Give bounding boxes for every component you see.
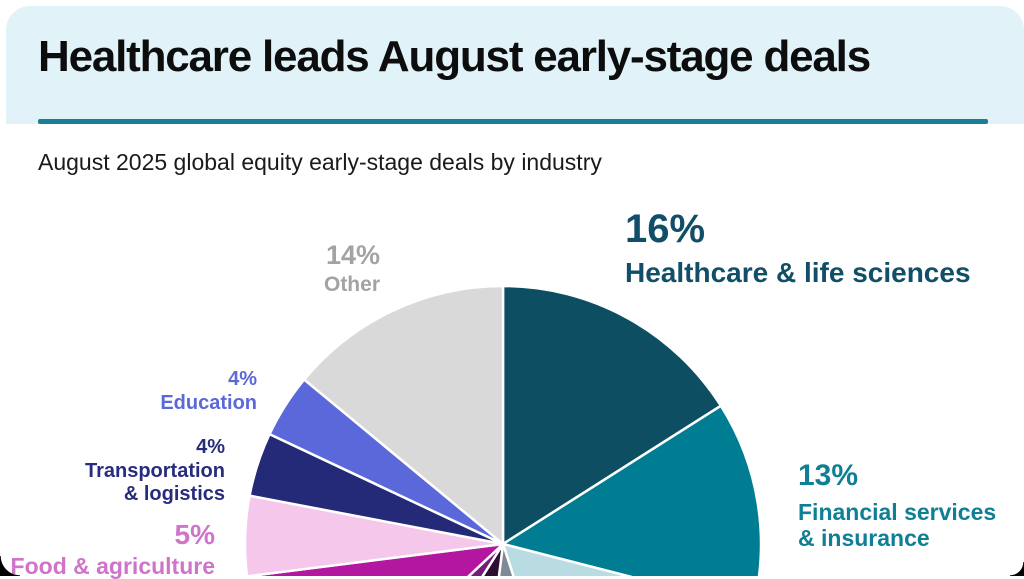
callout-percent: 14% [325,240,380,270]
pie-slice [501,542,633,576]
callout-label: Education [160,392,257,414]
callout-transportation-logistics: 4% Transportation & logistics [85,437,225,506]
callout-percent: 5% [174,519,215,550]
header-divider [38,119,988,124]
callout-percent: 13% [798,459,859,492]
callout-percent: 4% [228,368,257,390]
callout-label: Transportation & logistics [84,460,225,505]
cropped-corner-bottom-right [1010,562,1024,576]
header-band: Healthcare leads August early-stage deal… [6,6,1024,124]
callout-healthcare-life-sciences: 16% Healthcare & life sciences [625,209,971,289]
callout-label: Financial services & insurance [798,499,997,552]
pie-slice-other [302,284,505,546]
callout-financial-services-insurance: 13% Financial services & insurance [798,461,996,552]
callout-percent: 4% [196,436,225,458]
callout-label: Other [323,273,380,296]
callout-percent: 16% [625,207,706,251]
page-title: Healthcare leads August early-stage deal… [38,32,871,81]
pie-slice-financial-services-insurance [501,404,763,576]
cropped-corner-bottom-left [0,556,20,576]
callout-education: 4% Education [160,369,257,415]
chart-subtitle: August 2025 global equity early-stage de… [38,149,602,175]
callout-other: 14% Other [324,242,380,297]
pie-slice-healthcare-life-sciences [501,284,723,546]
pie-slice [245,542,505,576]
callout-label: Healthcare & life sciences [625,257,971,288]
callout-food-agriculture: 5% Food & agriculture [11,521,215,579]
callout-label: Food & agriculture [10,553,215,579]
